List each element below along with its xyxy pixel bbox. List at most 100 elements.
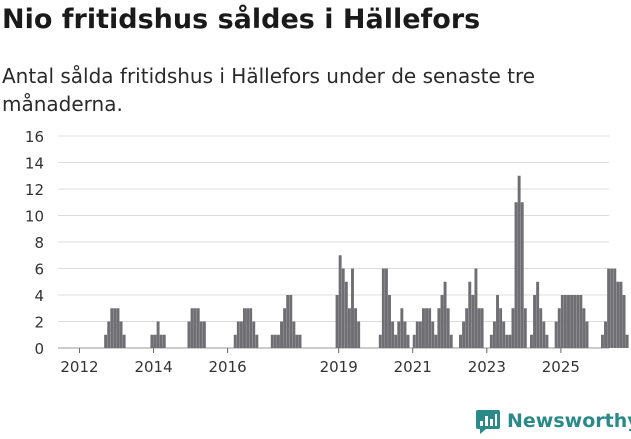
bar: [341, 268, 345, 348]
bar: [570, 295, 574, 348]
bar: [190, 308, 194, 348]
bar: [520, 202, 524, 348]
bar: [480, 308, 484, 348]
bar: [610, 268, 614, 348]
bar: [338, 255, 342, 348]
bar: [246, 308, 250, 348]
bar: [573, 295, 577, 348]
bar: [344, 281, 348, 348]
bar: [462, 321, 466, 348]
bar: [582, 308, 586, 348]
bar: [400, 308, 404, 348]
bar: [536, 281, 540, 348]
bar: [471, 295, 475, 348]
x-tick-label: 2021: [394, 358, 432, 376]
bar: [459, 334, 462, 348]
bar: [280, 321, 283, 348]
bar: [397, 321, 401, 348]
bar: [613, 268, 617, 348]
bar: [505, 334, 509, 348]
bar: [496, 295, 499, 348]
x-tick-label: 2019: [320, 358, 358, 376]
x-tick-label: 2025: [542, 358, 580, 376]
bar: [276, 334, 280, 348]
bar: [255, 334, 259, 348]
bar: [292, 321, 296, 348]
bar: [557, 308, 561, 348]
bar: [523, 308, 527, 348]
bar: [443, 281, 447, 348]
bar: [153, 334, 157, 348]
bar: [122, 334, 126, 348]
bar: [449, 334, 453, 348]
bar: [434, 334, 438, 348]
bar: [351, 268, 354, 348]
bar: [104, 334, 108, 348]
bar: [446, 308, 450, 348]
bar: [517, 175, 521, 348]
bar: [110, 308, 114, 348]
x-axis: 2012 2014 2016 2019 2021 2023 2025: [60, 348, 580, 376]
bar: [477, 308, 481, 348]
bar: [193, 308, 197, 348]
bar: [116, 308, 120, 348]
bar: [499, 308, 503, 348]
y-tick-label: 0: [34, 340, 44, 358]
bar: [625, 334, 629, 348]
bar: [415, 321, 419, 348]
bar: [357, 321, 361, 348]
bar: [563, 295, 567, 348]
bar: [474, 268, 478, 348]
bar: [150, 334, 154, 348]
bar: [412, 334, 416, 348]
brand-name: Newsworthy: [507, 410, 631, 432]
bar: [545, 334, 549, 348]
bar: [233, 334, 237, 348]
bar: [468, 281, 472, 348]
y-tick-label: 2: [34, 314, 44, 332]
bar: [489, 334, 493, 348]
bar: [585, 321, 589, 348]
bar: [567, 295, 570, 348]
bar: [388, 295, 391, 348]
bar: [243, 308, 246, 348]
bar: [239, 321, 243, 348]
bar: [196, 308, 200, 348]
bar: [418, 321, 422, 348]
bar: [283, 308, 287, 348]
bar: [187, 321, 191, 348]
bar: [511, 308, 515, 348]
x-tick-label: 2016: [209, 358, 247, 376]
bar: [502, 321, 506, 348]
bar: [270, 334, 274, 348]
bar: [113, 308, 117, 348]
bar: [394, 334, 398, 348]
bar: [542, 321, 546, 348]
chart-title: Nio fritidshus såldes i Hällefors: [2, 4, 481, 35]
bar: [604, 321, 607, 348]
bar: [560, 295, 564, 348]
bar: [530, 334, 533, 348]
bar: [492, 321, 496, 348]
bar: [533, 295, 537, 348]
bar: [616, 281, 620, 348]
bar: [156, 321, 160, 348]
bar: [406, 334, 410, 348]
bar: [619, 281, 623, 348]
y-tick-label: 12: [25, 181, 44, 199]
bar: [422, 308, 425, 348]
bar: [289, 295, 293, 348]
bar: [347, 308, 351, 348]
bar: [600, 334, 604, 348]
bar: [508, 334, 512, 348]
bar: [107, 321, 111, 348]
x-tick-label: 2023: [468, 358, 506, 376]
bar: [403, 321, 407, 348]
bar: [298, 334, 302, 348]
newsworthy-bar-chart-icon: [476, 410, 500, 434]
bar: [440, 295, 444, 348]
bar: [381, 268, 385, 348]
bar: [425, 308, 429, 348]
gridlines: [58, 135, 609, 349]
